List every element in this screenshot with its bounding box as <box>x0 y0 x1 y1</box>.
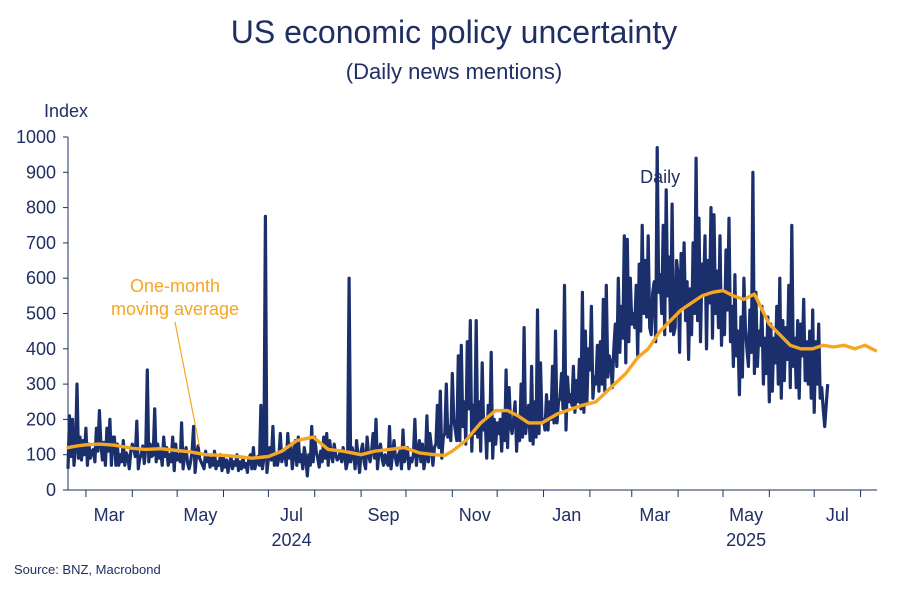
x-tick-label: Nov <box>459 505 491 525</box>
y-tick-label: 800 <box>26 198 56 218</box>
x-tick-label: Jul <box>826 505 849 525</box>
y-tick-label: 1000 <box>16 127 56 147</box>
y-tick-label: 500 <box>26 304 56 324</box>
y-tick-label: 900 <box>26 162 56 182</box>
series-daily-line <box>66 146 830 478</box>
y-tick-label: 300 <box>26 374 56 394</box>
y-tick-label: 0 <box>46 480 56 500</box>
y-tick-label: 400 <box>26 339 56 359</box>
series-group <box>66 146 878 478</box>
annotations: Daily One-month moving average <box>111 167 680 448</box>
x-axis: Mar May Jul Sep Nov Jan Mar May Jul 2024 2025 <box>68 489 877 550</box>
x-year-label: 2025 <box>726 530 766 550</box>
daily-series-label: Daily <box>640 167 680 187</box>
y-axis-label: Index <box>44 101 88 121</box>
x-tick-label: Mar <box>94 505 125 525</box>
x-year-label: 2024 <box>272 530 312 550</box>
x-tick-label: May <box>729 505 763 525</box>
x-tick-label: Jul <box>280 505 303 525</box>
y-tick-label: 600 <box>26 268 56 288</box>
x-tick-label: Sep <box>368 505 400 525</box>
moving-average-label-line1: One-month <box>130 276 220 296</box>
source-note: Source: BNZ, Macrobond <box>14 562 161 577</box>
x-tick-label: Jan <box>552 505 581 525</box>
series-moving-average-line <box>66 288 878 460</box>
y-axis: 0 100 200 300 400 500 600 700 800 900 1000 <box>16 127 69 500</box>
x-tick-label: May <box>183 505 217 525</box>
chart-subtitle: (Daily news mentions) <box>346 59 562 84</box>
moving-average-pointer <box>174 321 201 448</box>
moving-average-label-line2: moving average <box>111 299 239 319</box>
y-tick-label: 200 <box>26 409 56 429</box>
x-tick-label: Mar <box>639 505 670 525</box>
chart-title: US economic policy uncertainty <box>231 14 677 50</box>
y-tick-label: 100 <box>26 445 56 465</box>
y-tick-label: 700 <box>26 233 56 253</box>
